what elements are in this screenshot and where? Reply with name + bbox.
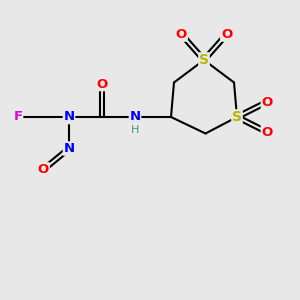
Text: N: N (63, 110, 75, 124)
Text: O: O (221, 28, 232, 41)
Text: F: F (14, 110, 22, 124)
Text: O: O (261, 95, 273, 109)
Text: S: S (199, 53, 209, 67)
Text: N: N (63, 142, 75, 155)
Text: O: O (261, 125, 273, 139)
Text: S: S (232, 110, 242, 124)
Text: O: O (96, 77, 108, 91)
Text: O: O (176, 28, 187, 41)
Text: N: N (129, 110, 141, 124)
Text: O: O (38, 163, 49, 176)
Text: H: H (131, 124, 139, 135)
